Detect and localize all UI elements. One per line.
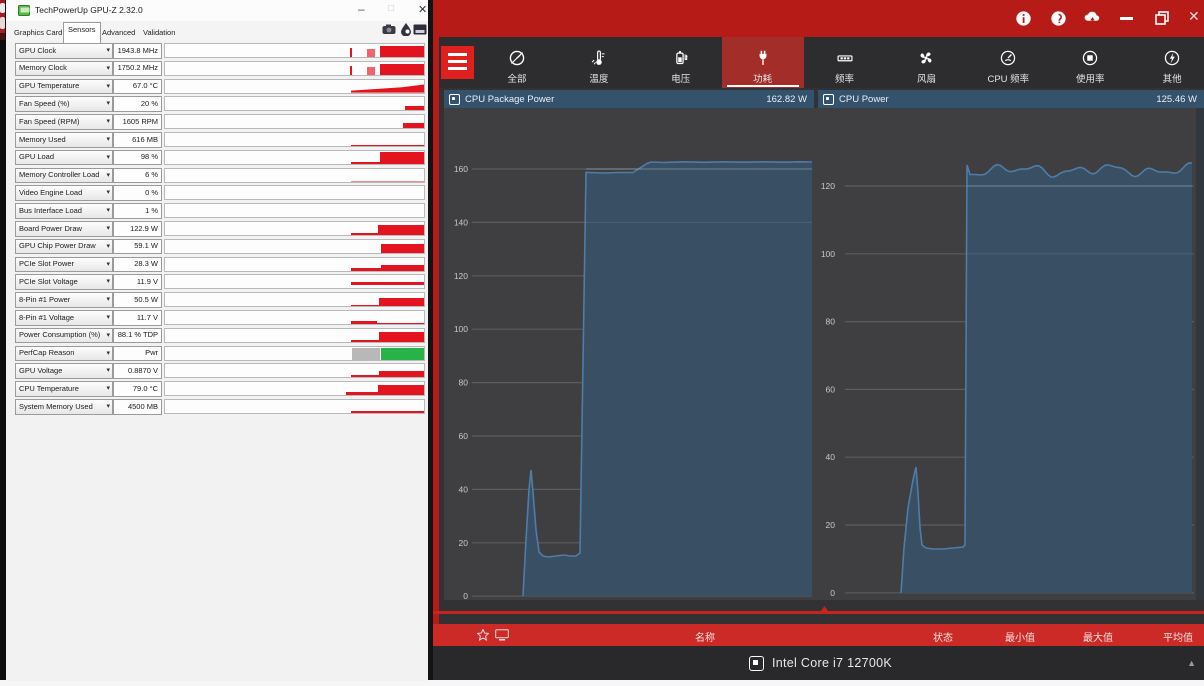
svg-text:0: 0 (830, 588, 835, 598)
svg-text:120: 120 (454, 271, 468, 281)
svg-text:100: 100 (454, 324, 468, 334)
svg-text:100: 100 (821, 249, 835, 259)
svg-text:40: 40 (826, 452, 836, 462)
svg-text:60: 60 (826, 384, 836, 394)
svg-text:40: 40 (459, 484, 469, 494)
svg-text:140: 140 (454, 217, 468, 227)
svg-text:60: 60 (459, 431, 469, 441)
svg-text:80: 80 (459, 378, 469, 388)
svg-text:20: 20 (826, 520, 836, 530)
svg-text:80: 80 (826, 317, 836, 327)
svg-text:20: 20 (459, 538, 469, 548)
svg-text:0: 0 (463, 591, 468, 600)
svg-text:120: 120 (821, 181, 835, 191)
svg-text:160: 160 (454, 164, 468, 174)
